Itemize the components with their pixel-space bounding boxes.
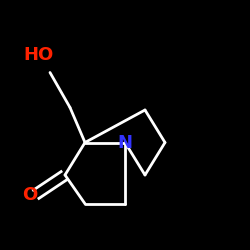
Text: O: O [22, 186, 38, 204]
Text: N: N [118, 134, 132, 152]
Text: HO: HO [24, 46, 54, 64]
